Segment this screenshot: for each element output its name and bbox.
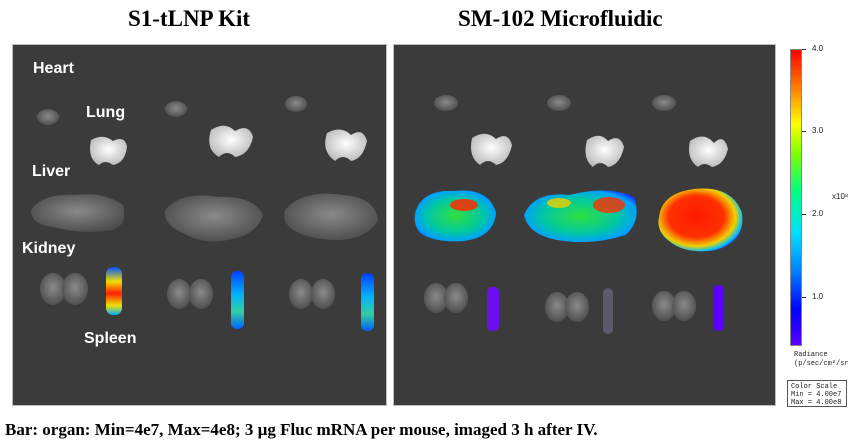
liver-signal-hotspot [450,199,478,211]
liver-signal-hotspot [547,198,571,208]
scale-tickmark [802,297,806,298]
kidney-organ [289,279,313,309]
organ-label-heart: Heart [33,60,74,77]
scalebox-title: Color Scale [791,383,838,391]
scale-tickmark [802,49,806,50]
kidney-organ [672,291,696,321]
scale-unit-sublabel: (p/sec/cm²/sr [794,360,849,368]
organ-label-spleen: Spleen [84,330,137,347]
heart-organ [434,95,458,111]
scale-multiplier: x10⁸ [832,192,849,201]
kidney-organ [545,292,569,322]
scale-tickmark [802,214,806,215]
kidney-organ [565,292,589,322]
kidney-organ [189,279,213,309]
right-imaging-panel [393,44,776,406]
left-panel-title: S1-tLNP Kit [128,6,251,31]
liver-organ [164,195,263,242]
heart-organ [165,101,187,117]
liver-organ [414,190,496,242]
left-organ-image [31,96,378,331]
organ-label-lung: Lung [86,104,126,121]
scale-unit-label: Radiance [794,351,828,359]
kidney-organ [652,291,676,321]
lung-organ [90,136,127,165]
liver-organ [31,194,125,232]
heart-organ [37,109,59,125]
liver-organ [524,190,637,243]
kidney-organ [311,279,335,309]
heart-organ [547,95,571,111]
color-scale-box: Color Scale Min = 4.00e7 Max = 4.00e8 [787,380,847,407]
spleen-organ [603,288,613,334]
color-scale-bar [790,49,802,346]
scale-tick-label: 4.0 [812,44,824,53]
spleen-organ [361,273,374,331]
figure-caption: Bar: organ: Min=4e7, Max=4e8; 3 µg Fluc … [5,420,598,439]
liver-signal-hotspot [593,197,625,213]
scalebox-min: Min = 4.00e7 [791,391,842,399]
scale-tick-label: 3.0 [812,126,824,135]
spleen-organ [231,271,244,329]
heart-organ [285,96,307,112]
kidney-organ [444,283,468,313]
liver-organ [284,193,378,241]
scale-tickmark [802,131,806,132]
left-imaging-panel: Heart Lung Liver Kidney Spleen [12,44,387,406]
kidney-organ [424,283,448,313]
kidney-organ [167,279,191,309]
organ-label-kidney: Kidney [22,240,76,257]
right-panel-title: SM-102 Microfluidic [458,6,663,31]
lung-organ [585,135,624,167]
spleen-organ [106,267,122,315]
scale-tick-label: 1.0 [812,292,824,301]
lung-organ [325,129,367,161]
right-organ-image [414,95,743,334]
heart-organ [652,95,676,111]
kidney-organ [40,273,66,305]
scale-tick-label: 2.0 [812,209,824,218]
lung-organ [209,125,253,157]
spleen-organ [713,285,724,331]
lung-organ [471,133,512,165]
kidney-organ [62,273,88,305]
organ-label-liver: Liver [32,163,71,180]
scalebox-max: Max = 4.00e8 [791,399,842,407]
liver-organ [658,188,743,252]
spleen-organ [487,287,499,331]
lung-organ [689,136,728,167]
